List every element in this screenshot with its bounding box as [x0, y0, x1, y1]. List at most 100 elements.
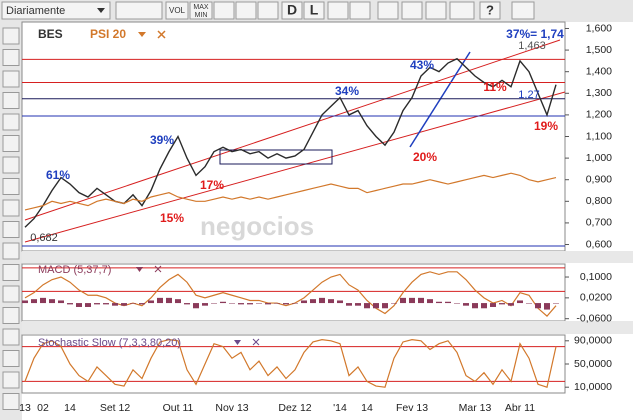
- y-tick-label: 50,0000: [574, 358, 612, 370]
- vol-button[interactable]: [165, 1, 189, 20]
- maxmin-button[interactable]: [189, 1, 213, 20]
- histogram-bar: [301, 300, 307, 304]
- x-tick-label: 14: [64, 402, 76, 414]
- side-tool[interactable]: [2, 70, 20, 88]
- annotation: 43%: [410, 58, 434, 72]
- histogram-bar: [49, 299, 55, 304]
- book-button[interactable]: [511, 1, 535, 20]
- histogram-bar: [409, 297, 415, 304]
- watermark: negocios: [200, 211, 314, 241]
- legend-arrow[interactable]: [136, 267, 143, 272]
- histogram-bar: [67, 303, 73, 305]
- series-line: [24, 172, 557, 211]
- side-tool[interactable]: [2, 350, 20, 367]
- histogram-bar: [184, 303, 190, 305]
- plots: 1,600 1,500 1,400 1,300 1,200 1,100 1,000 0,900…: [19, 22, 612, 414]
- side-tool[interactable]: [2, 156, 20, 174]
- histogram-bar: [382, 303, 388, 309]
- panel-splitter: [22, 321, 633, 334]
- period-select[interactable]: [1, 1, 111, 20]
- side-tool[interactable]: [2, 178, 20, 195]
- histogram-bar: [85, 303, 91, 307]
- l-button[interactable]: [303, 1, 325, 20]
- histogram-bar: [481, 303, 487, 309]
- price-panel: [21, 21, 566, 252]
- x-tick-label: '14: [333, 402, 347, 414]
- side-tool[interactable]: [2, 328, 20, 346]
- compare-button[interactable]: [257, 1, 279, 20]
- annotation: 15%: [160, 211, 184, 225]
- histogram-bar: [436, 301, 442, 304]
- min-label: MIN: [195, 12, 208, 19]
- annotation: 20%: [413, 150, 437, 164]
- macd-title: MACD (5,37,7): [38, 264, 111, 276]
- histogram-bar: [31, 299, 37, 304]
- histogram-bar: [508, 303, 514, 306]
- draw-button[interactable]: [377, 1, 399, 20]
- x-tick-label: 13: [19, 402, 31, 414]
- macd-panel: [21, 263, 566, 322]
- y-tick-label: 1,400: [586, 65, 612, 77]
- legend-bes: BES: [38, 27, 63, 41]
- help-button[interactable]: [479, 1, 501, 20]
- x-tick-label: Mar 13: [459, 402, 492, 414]
- histogram-bar: [148, 300, 154, 304]
- side-tool[interactable]: [2, 371, 20, 389]
- histogram-bar: [193, 303, 199, 309]
- legend-arrow[interactable]: [234, 340, 241, 345]
- side-tool[interactable]: [2, 27, 20, 45]
- histogram-bar: [499, 303, 505, 305]
- period-label: Diariamente: [6, 5, 65, 17]
- histogram-bar: [256, 303, 262, 304]
- legend-remove[interactable]: [157, 30, 166, 39]
- crosshair-button[interactable]: [327, 1, 349, 20]
- bars-button[interactable]: [235, 1, 257, 20]
- histogram-bar: [112, 303, 118, 306]
- zoom-out-button[interactable]: [425, 1, 447, 20]
- line-tool-button[interactable]: [349, 1, 371, 20]
- d-button[interactable]: [281, 1, 303, 20]
- histogram-bar: [220, 301, 226, 304]
- annotation: 11%: [483, 80, 507, 94]
- histogram-bar: [526, 303, 532, 304]
- annotation: 39%: [150, 133, 174, 147]
- side-tool[interactable]: [2, 242, 20, 260]
- annotation: 0,682: [30, 232, 58, 244]
- histogram-bar: [391, 303, 397, 304]
- side-tool[interactable]: [2, 393, 20, 410]
- side-tool[interactable]: [2, 264, 20, 281]
- side-tool[interactable]: [2, 49, 20, 66]
- side-tool[interactable]: [2, 221, 20, 238]
- stochastic-title: Stochastic Slow (7,3,3,80,20): [38, 337, 181, 349]
- annotation: 1,463: [518, 40, 546, 52]
- series-line: [24, 57, 557, 228]
- histogram-bar: [58, 300, 64, 304]
- x-tick-label: 02: [37, 402, 49, 414]
- x-tick-label: Fev 13: [396, 402, 428, 414]
- legend-remove[interactable]: [252, 338, 260, 346]
- y-tick-label: 1,100: [586, 130, 612, 142]
- side-tool[interactable]: [2, 285, 20, 303]
- legend-remove[interactable]: [154, 265, 162, 273]
- histogram-bar: [337, 300, 343, 304]
- chart-type-button[interactable]: [115, 1, 163, 20]
- histogram-bar: [364, 303, 370, 309]
- histogram-bar: [490, 303, 496, 307]
- legend-arrow[interactable]: [138, 32, 146, 37]
- d-label: D: [287, 2, 297, 18]
- stochastic-panel: [21, 334, 566, 394]
- side-tool[interactable]: [2, 135, 20, 152]
- x-tick-label: Abr 11: [505, 402, 535, 414]
- side-tool[interactable]: [2, 113, 20, 131]
- trend-segment: [409, 51, 471, 148]
- series-line: [24, 271, 557, 317]
- zoom-in-button[interactable]: [401, 1, 423, 20]
- side-tool[interactable]: [2, 92, 20, 109]
- side-tool[interactable]: [2, 307, 20, 324]
- histogram-bar: [400, 297, 406, 304]
- histogram-bar: [229, 303, 235, 304]
- side-tool[interactable]: [2, 199, 20, 217]
- print-button[interactable]: [449, 1, 475, 20]
- grid-button[interactable]: [213, 1, 235, 20]
